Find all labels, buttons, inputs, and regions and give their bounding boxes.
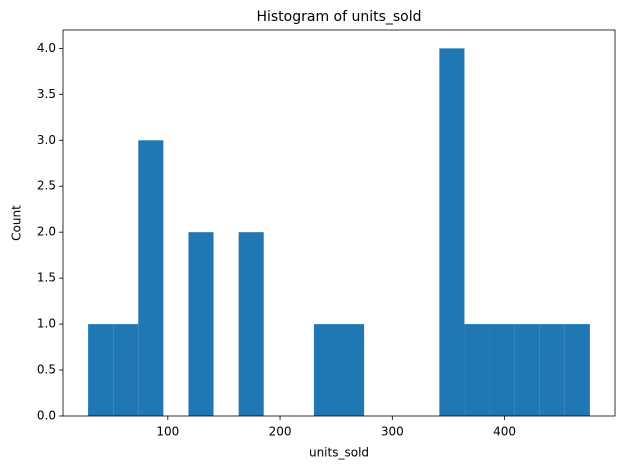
plot-frame (62, 29, 616, 417)
bar (464, 324, 490, 416)
y-tick-label: 1.0 (37, 317, 56, 331)
bar (564, 324, 590, 416)
bar (88, 324, 114, 416)
bar (188, 232, 214, 416)
bar (439, 48, 465, 416)
bar (313, 324, 339, 416)
bar (113, 324, 139, 416)
y-tick-label: 4.0 (37, 41, 56, 55)
bar (539, 324, 565, 416)
x-tick-label: 200 (269, 425, 292, 439)
y-tick-label: 0.0 (37, 409, 56, 423)
x-axis-label: units_sold (309, 446, 369, 460)
y-tick-label: 3.5 (37, 87, 56, 101)
chart-title: Histogram of units_sold (256, 9, 421, 25)
bar (138, 140, 164, 417)
y-tick-label: 2.5 (37, 179, 56, 193)
y-axis-label: Count (10, 205, 24, 241)
bar (339, 324, 365, 416)
x-tick-label: 300 (381, 425, 404, 439)
x-tick-label: 400 (493, 425, 516, 439)
bar (238, 232, 264, 416)
y-tick-label: 0.5 (37, 363, 56, 377)
x-tick-label: 100 (156, 425, 179, 439)
y-tick-label: 3.0 (37, 133, 56, 147)
y-tick-label: 1.5 (37, 271, 56, 285)
y-tick-label: 2.0 (37, 225, 56, 239)
bar (514, 324, 540, 416)
bar (489, 324, 515, 416)
